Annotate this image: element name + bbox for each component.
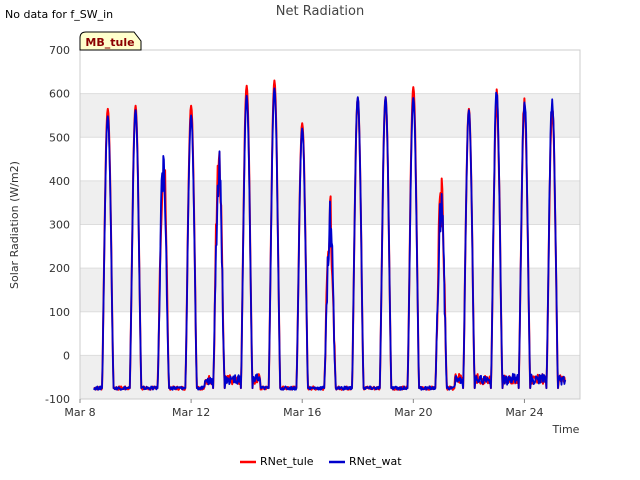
y-tick-label: 600 [49, 88, 70, 101]
site-tag-box [79, 31, 142, 51]
legend: RNet_tule RNet_wat [240, 455, 402, 468]
background-band [80, 93, 580, 138]
x-tick-label: Mar 8 [64, 406, 95, 419]
y-axis-title: Solar Radiation (W/m2) [8, 161, 21, 289]
series-lines [93, 79, 567, 391]
legend-label-rnet-tule: RNet_tule [260, 455, 314, 468]
y-tick-label: 200 [49, 262, 70, 275]
y-tick-label: 700 [49, 44, 70, 57]
site-tag: MB_tule [79, 31, 142, 51]
y-tick-label: 0 [63, 349, 70, 362]
no-data-note: No data for f_SW_in [5, 8, 113, 21]
background-band [80, 355, 580, 399]
y-tick-label: 500 [49, 131, 70, 144]
background-band [80, 50, 580, 94]
legend-label-rnet-wat: RNet_wat [349, 455, 402, 468]
x-axis-ticks: Mar 8 Mar 12 Mar 16 Mar 20 Mar 24 [64, 399, 544, 419]
y-tick-label: 300 [49, 219, 70, 232]
x-tick-label: Mar 16 [283, 406, 321, 419]
x-tick-label: Mar 24 [505, 406, 543, 419]
x-tick-label: Mar 20 [394, 406, 432, 419]
y-tick-label: 400 [49, 175, 70, 188]
site-tag-label: MB_tule [85, 36, 134, 49]
y-tick-label: -100 [45, 393, 70, 406]
chart-title: Net Radiation [276, 4, 364, 19]
plot-frame [79, 49, 581, 400]
series-line-rnet-wat [93, 87, 567, 391]
x-axis-title: Time [552, 423, 580, 436]
y-tick-label: 100 [49, 306, 70, 319]
background-band [80, 311, 580, 356]
x-tick-label: Mar 12 [172, 406, 210, 419]
background-band [80, 137, 580, 181]
background-band [80, 268, 580, 312]
y-axis-ticks: -100 0 100 200 300 400 500 600 700 [45, 44, 70, 406]
